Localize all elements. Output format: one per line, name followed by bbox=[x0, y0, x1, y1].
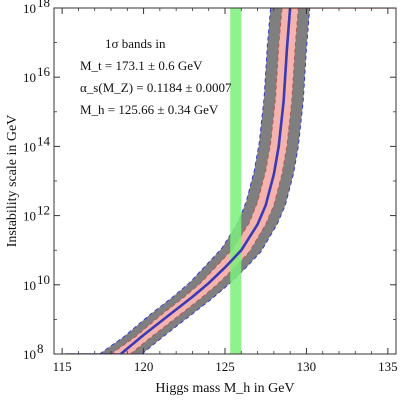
plot-background bbox=[54, 8, 396, 354]
central-curve bbox=[119, 8, 292, 354]
annotation-box: 1σ bands in M_t = 173.1 ± 0.6 GeV α_s(M_… bbox=[80, 36, 232, 117]
annotation-line1: 1σ bands in bbox=[105, 36, 166, 51]
y-tick-exponent: 12 bbox=[37, 203, 50, 218]
y-tick-exponent: 18 bbox=[37, 0, 50, 10]
y-tick-label: 10 bbox=[23, 347, 36, 362]
band-alpha-s bbox=[111, 8, 299, 354]
y-tick-label: 10 bbox=[23, 278, 36, 293]
annotation-line4: M_h = 125.66 ± 0.34 GeV bbox=[80, 102, 219, 117]
y-tick-label: 10 bbox=[23, 70, 36, 85]
higgs-mass-band bbox=[230, 8, 242, 354]
x-tick-label: 120 bbox=[134, 359, 154, 374]
x-tick-label: 135 bbox=[378, 359, 398, 374]
band-alpha-s-upper-edge bbox=[130, 8, 299, 354]
x-axis-title: Higgs mass M_h in GeV bbox=[155, 381, 294, 396]
band-m-t-upper-edge bbox=[141, 8, 311, 354]
x-tick-label: 130 bbox=[297, 359, 317, 374]
y-tick-exponent: 10 bbox=[37, 272, 50, 287]
annotation-line2: M_t = 173.1 ± 0.6 GeV bbox=[80, 58, 203, 73]
y-tick-exponent: 14 bbox=[37, 133, 51, 148]
higgs-mass-band-layer bbox=[230, 8, 242, 354]
curve-layer bbox=[65, 8, 396, 354]
x-tick-label: 115 bbox=[53, 359, 72, 374]
annotation-line3: α_s(M_Z) = 0.1184 ± 0.0007 bbox=[80, 80, 232, 95]
x-tick-label: 125 bbox=[215, 359, 235, 374]
y-axis-title: Instability scale in GeV bbox=[5, 115, 20, 248]
y-tick-exponent: 16 bbox=[37, 64, 51, 79]
y-tick-label: 10 bbox=[23, 209, 36, 224]
y-tick-exponent: 8 bbox=[37, 341, 44, 356]
y-tick-label: 10 bbox=[23, 1, 36, 16]
band-m-t-lower-edge bbox=[99, 8, 272, 354]
y-tick-label: 10 bbox=[23, 139, 36, 154]
